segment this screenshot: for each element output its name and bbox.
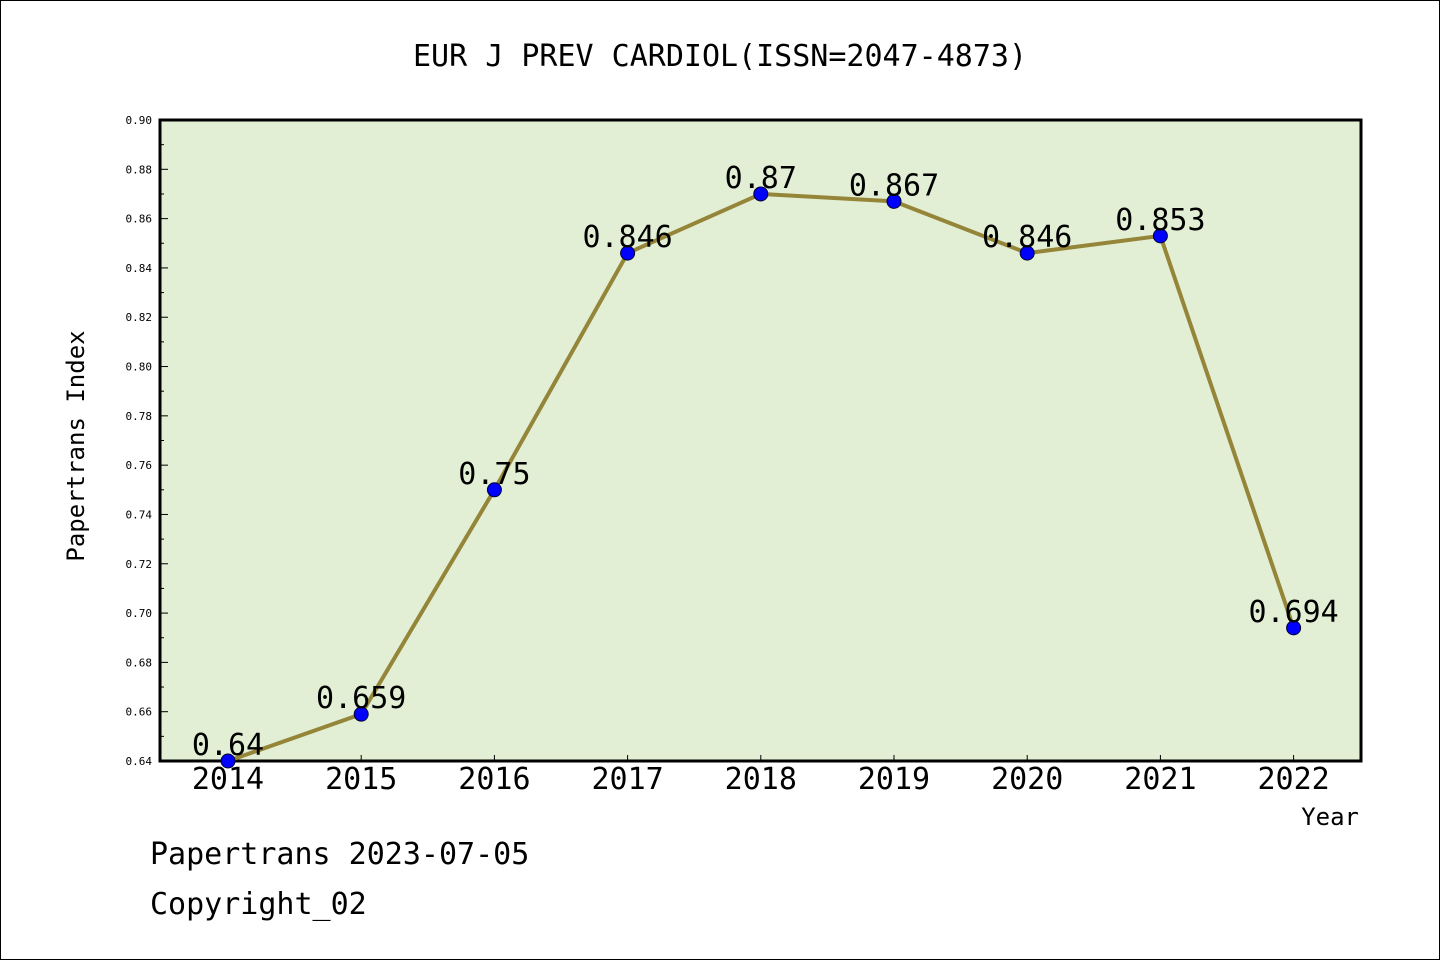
data-label: 0.846 bbox=[982, 220, 1072, 255]
data-point bbox=[620, 245, 636, 261]
data-point bbox=[486, 482, 502, 498]
data-label: 0.853 bbox=[1115, 203, 1205, 238]
data-points bbox=[220, 186, 1302, 769]
data-point bbox=[1286, 620, 1302, 636]
data-point bbox=[353, 706, 369, 722]
y-tick-label: 0.90 bbox=[126, 114, 153, 127]
x-tick-label: 2017 bbox=[591, 762, 663, 797]
y-tick-label: 0.82 bbox=[126, 311, 153, 324]
y-tick-label: 0.86 bbox=[126, 213, 153, 226]
data-point bbox=[753, 186, 769, 202]
x-tick-label: 2022 bbox=[1257, 762, 1329, 797]
y-axis-label: Papertrans Index bbox=[62, 330, 90, 561]
footer-date: Papertrans 2023-07-05 bbox=[150, 837, 529, 872]
data-label: 0.867 bbox=[849, 168, 939, 203]
y-tick-label: 0.74 bbox=[126, 508, 153, 521]
data-label: 0.87 bbox=[725, 161, 797, 196]
y-tick-label: 0.84 bbox=[126, 262, 153, 275]
y-tick-label: 0.70 bbox=[126, 607, 153, 620]
y-tick-label: 0.88 bbox=[126, 163, 153, 176]
y-tick-label: 0.68 bbox=[126, 656, 153, 669]
x-tick-label: 2016 bbox=[458, 762, 530, 797]
data-label: 0.846 bbox=[582, 220, 672, 255]
data-label: 0.659 bbox=[316, 681, 406, 716]
x-tick-label: 2021 bbox=[1124, 762, 1196, 797]
y-tick-label: 0.72 bbox=[126, 558, 153, 571]
data-labels: 0.64 0.659 0.75 0.846 0.87 0.867 0.846 0.853 0.6… bbox=[192, 161, 1339, 763]
y-tick-label: 0.78 bbox=[126, 410, 153, 423]
data-point bbox=[1152, 228, 1168, 244]
y-tick-label: 0.66 bbox=[126, 706, 153, 719]
data-label: 0.64 bbox=[192, 728, 264, 763]
footer-copyright: Copyright_02 bbox=[150, 887, 367, 922]
y-tick-label: 0.76 bbox=[126, 459, 153, 472]
x-axis: 2014 2015 2016 2017 2018 2019 2020 2021 2022 bbox=[192, 755, 1330, 797]
plot-area bbox=[158, 118, 1363, 763]
chart-title: EUR J PREV CARDIOL(ISSN=2047-4873) bbox=[413, 39, 1027, 74]
y-tick-label: 0.64 bbox=[126, 755, 153, 768]
data-point bbox=[220, 753, 236, 769]
data-point bbox=[886, 193, 902, 209]
x-tick-label: 2018 bbox=[725, 762, 797, 797]
x-tick-label: 2015 bbox=[325, 762, 397, 797]
x-tick-label: 2020 bbox=[991, 762, 1063, 797]
y-axis: 0.64 0.66 0.68 0.70 0.72 0.74 0.76 0.78 0.80 0.82… bbox=[126, 114, 168, 768]
data-label: 0.694 bbox=[1248, 595, 1338, 630]
data-label: 0.75 bbox=[458, 457, 530, 492]
x-axis-label: Year bbox=[1301, 803, 1359, 831]
x-tick-label: 2019 bbox=[858, 762, 930, 797]
y-tick-label: 0.80 bbox=[126, 361, 153, 374]
data-point bbox=[1019, 245, 1035, 261]
